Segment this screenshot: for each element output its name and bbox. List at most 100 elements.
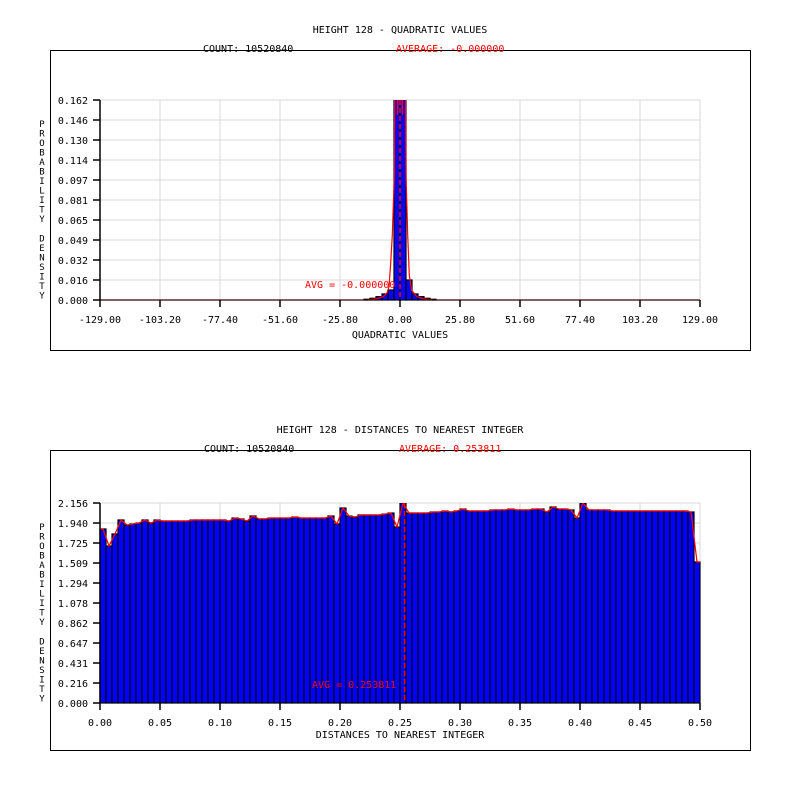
histogram-bar: [237, 518, 245, 704]
average-label: AVERAGE: 0.253811: [399, 444, 501, 455]
y-axis-label-letter: I: [39, 676, 44, 686]
y-tick-label: 0.130: [58, 136, 88, 147]
histogram-bar: [567, 509, 575, 704]
histogram-bar: [525, 509, 533, 704]
histogram-bar: [177, 520, 185, 704]
x-tick-label: 129.00: [682, 315, 718, 326]
y-tick-label: 0.065: [58, 216, 88, 227]
histogram-bar: [345, 515, 353, 704]
y-tick-label: 0.216: [58, 679, 88, 690]
histogram-bar: [159, 520, 167, 704]
histogram-bar: [621, 510, 629, 704]
histogram-bar: [429, 511, 437, 704]
histogram-bar: [477, 510, 485, 704]
histogram-bar: [573, 517, 581, 704]
x-tick-label: 51.60: [505, 315, 535, 326]
histogram-bar: [495, 509, 503, 704]
histogram-bar: [399, 100, 407, 301]
histogram-bar: [231, 517, 239, 704]
histogram-bar: [657, 510, 665, 704]
histogram-bar: [483, 510, 491, 704]
histogram-bar: [507, 508, 515, 704]
density-curve: [100, 503, 700, 563]
y-axis-label-letter: Y: [39, 292, 45, 302]
histogram-bar: [117, 519, 125, 704]
chart-title: HEIGHT 128 - DISTANCES TO NEAREST INTEGE…: [277, 425, 525, 436]
y-axis-label-letter: S: [39, 666, 44, 676]
y-tick-label: 0.431: [58, 659, 88, 670]
histogram-bar: [597, 509, 605, 704]
histogram-bar: [201, 519, 209, 704]
y-tick-label: 0.114: [58, 156, 88, 167]
chart-frame: [50, 450, 751, 751]
count-label: COUNT: 10520840: [204, 444, 294, 455]
histogram-bar: [537, 508, 545, 704]
y-axis-label-letter: R: [39, 533, 45, 543]
chart-quadratic-values: HEIGHT 128 - QUADRATIC VALUES COUNT: 105…: [39, 25, 751, 351]
histogram-bar: [543, 511, 551, 704]
histogram-bar: [375, 514, 383, 704]
histogram-bar: [471, 510, 479, 704]
histogram-bar: [615, 510, 623, 704]
histogram-bar: [99, 528, 107, 704]
histogram-bar: [321, 517, 329, 704]
histogram-bar: [189, 519, 197, 704]
histogram-bar: [219, 519, 227, 704]
y-tick-label: 0.032: [58, 256, 88, 267]
plot-area: 0.000 0.216 0.431 0.647 0.862 1.078 1.294 1.509…: [39, 499, 712, 729]
plot-area: 0.000 0.016 0.032 0.049 0.065 0.081 0.097 0.114…: [39, 96, 718, 326]
y-axis-label-letter: P: [39, 120, 45, 130]
y-axis-label-letter: I: [39, 196, 44, 206]
histogram-bar: [363, 514, 371, 704]
x-tick-label: 0.40: [568, 718, 592, 729]
x-tick-label: 0.45: [628, 718, 652, 729]
histogram-bar: [663, 510, 671, 704]
x-tick-label: 0.20: [328, 718, 352, 729]
y-axis-label-letter: T: [39, 685, 45, 695]
y-tick-label: 1.725: [58, 539, 88, 550]
histogram-bar: [393, 526, 401, 704]
avg-annotation: AVG = 0.253811: [312, 680, 396, 691]
y-tick-label: 1.078: [58, 599, 88, 610]
x-tick-label: 103.20: [622, 315, 658, 326]
histogram-bar: [645, 510, 653, 704]
y-axis-label-letter: N: [39, 657, 44, 667]
y-axis-label-letter: O: [39, 542, 44, 552]
histogram-bar: [447, 511, 455, 704]
histogram-bar: [279, 517, 287, 704]
y-axis-label-letter: A: [39, 561, 45, 571]
histogram-bar: [351, 516, 359, 704]
histogram-bar: [225, 520, 233, 704]
x-axis-label: QUADRATIC VALUES: [352, 330, 448, 341]
y-axis-label-letter: R: [39, 130, 45, 140]
y-axis-label-letter: A: [39, 158, 45, 168]
histogram-bar: [207, 519, 215, 704]
histogram-bar: [141, 519, 149, 704]
histogram-bar: [687, 511, 695, 704]
histogram-bar: [627, 510, 635, 704]
y-axis-label-letter: B: [39, 552, 44, 562]
histogram-bar: [213, 519, 221, 704]
histogram-bar: [465, 510, 473, 704]
histogram-bar: [681, 510, 689, 704]
x-tick-label: -77.40: [202, 315, 238, 326]
histogram-bar: [531, 508, 539, 704]
y-tick-label: 0.049: [58, 236, 88, 247]
histogram-bar: [609, 510, 617, 704]
histogram-bar: [291, 516, 299, 704]
histogram-bar: [513, 509, 521, 704]
histogram-bar: [285, 517, 293, 704]
y-axis-label-letter: T: [39, 282, 45, 292]
x-tick-label: 77.40: [565, 315, 595, 326]
count-label: COUNT: 10520840: [203, 44, 293, 55]
density-curve: [100, 100, 700, 301]
y-tick-label: 0.146: [58, 116, 88, 127]
histogram-bar: [309, 517, 317, 704]
histogram-bar: [417, 512, 425, 704]
y-axis-label-letter: O: [39, 139, 44, 149]
y-tick-label: 0.000: [58, 296, 88, 307]
chart-distances-nearest-integer: HEIGHT 128 - DISTANCES TO NEAREST INTEGE…: [39, 425, 751, 751]
histogram-bar: [243, 520, 251, 704]
histogram-bar: [579, 503, 587, 704]
y-axis-label-letter: I: [39, 177, 44, 187]
